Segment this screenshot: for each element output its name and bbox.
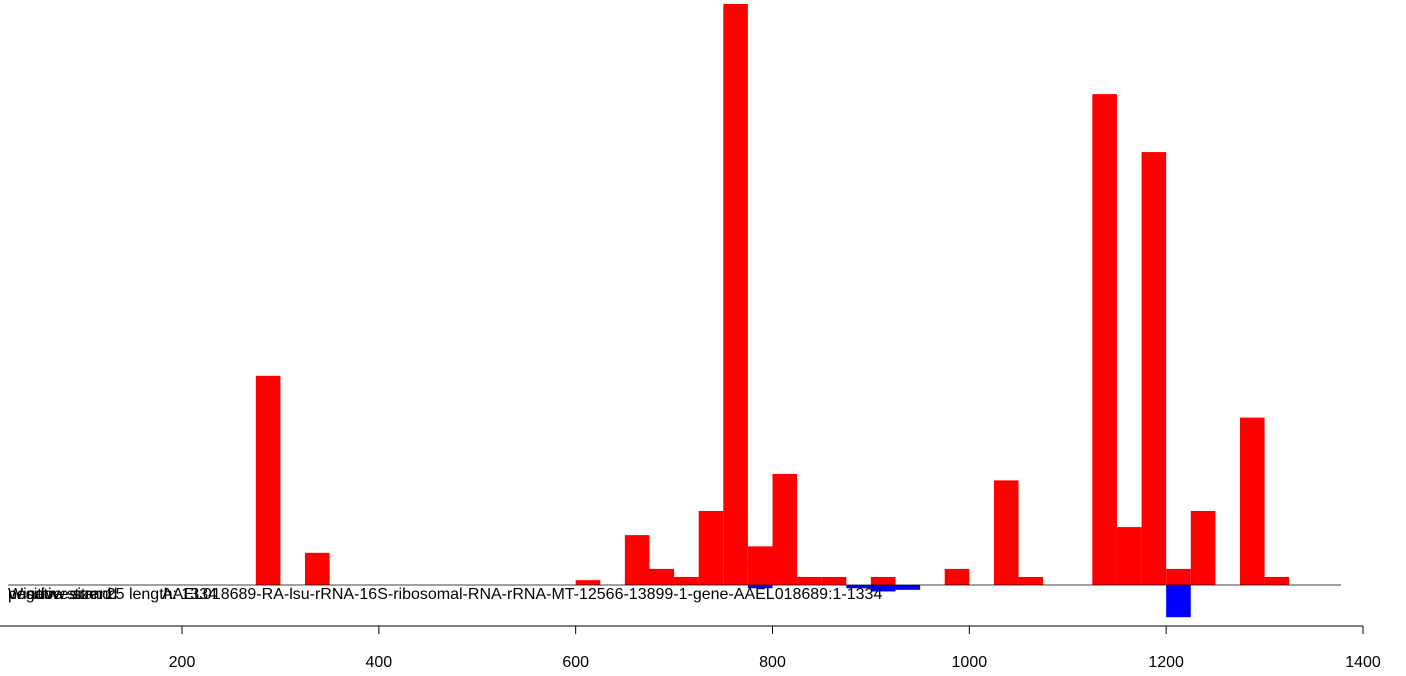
positive-strand-bar (1190, 510, 1216, 585)
negative-strand-bar (747, 585, 773, 589)
x-tick-label: 1200 (1148, 654, 1184, 671)
positive-strand-bar (1018, 576, 1044, 585)
annotation-positive-strand: positive strand (8, 586, 111, 603)
positive-strand-bar (1264, 576, 1290, 585)
annotations-group: Window size: 25 length: 1334 positive st… (8, 586, 882, 603)
positive-strand-bar (255, 375, 281, 585)
positive-strand-bar (1092, 94, 1117, 585)
positive-strand-bar (797, 576, 822, 585)
positive-strand-bar (1239, 417, 1265, 585)
positive-strand-bar (772, 473, 798, 585)
negative-strand-bar (895, 585, 921, 590)
x-tick-label: 400 (365, 654, 392, 671)
x-tick-label: 800 (759, 654, 786, 671)
x-tick-label: 200 (169, 654, 196, 671)
annotation-negative-strand: negative strand (8, 586, 117, 603)
positive-strand-bar (870, 576, 896, 585)
positive-strand-bar (993, 480, 1019, 585)
x-axis: 200 400 600 800 1000 1200 1400 (0, 625, 1381, 671)
x-tick-label: 1000 (952, 654, 988, 671)
positive-strand-bar (624, 535, 650, 585)
negative-strand-bar (1166, 585, 1191, 618)
x-tick-label: 1400 (1345, 654, 1381, 671)
negative-strand-bar (846, 585, 871, 589)
annotation-window-size: Window size: 25 length: 1334 (8, 586, 217, 603)
positive-strand-bar (1116, 527, 1142, 585)
positive-strand-bar (1141, 152, 1167, 585)
positive-strand-bar (674, 576, 699, 585)
positive-strand-bar (698, 510, 724, 585)
negative-strand-bar (870, 585, 896, 592)
positive-strand-bar (1166, 568, 1191, 585)
bars-group (255, 4, 1290, 618)
positive-strand-bar (821, 576, 847, 585)
positive-strand-bar (944, 568, 970, 585)
positive-strand-bar (649, 568, 675, 585)
positive-strand-bar (723, 4, 748, 585)
annotation-gene-name: AAEL018689-RA-lsu-rRNA-16S-ribosomal-RNA… (162, 586, 882, 603)
positive-strand-bar (305, 552, 330, 585)
x-tick-label: 600 (562, 654, 589, 671)
positive-strand-bar (747, 546, 773, 585)
positive-strand-bar (575, 580, 601, 585)
